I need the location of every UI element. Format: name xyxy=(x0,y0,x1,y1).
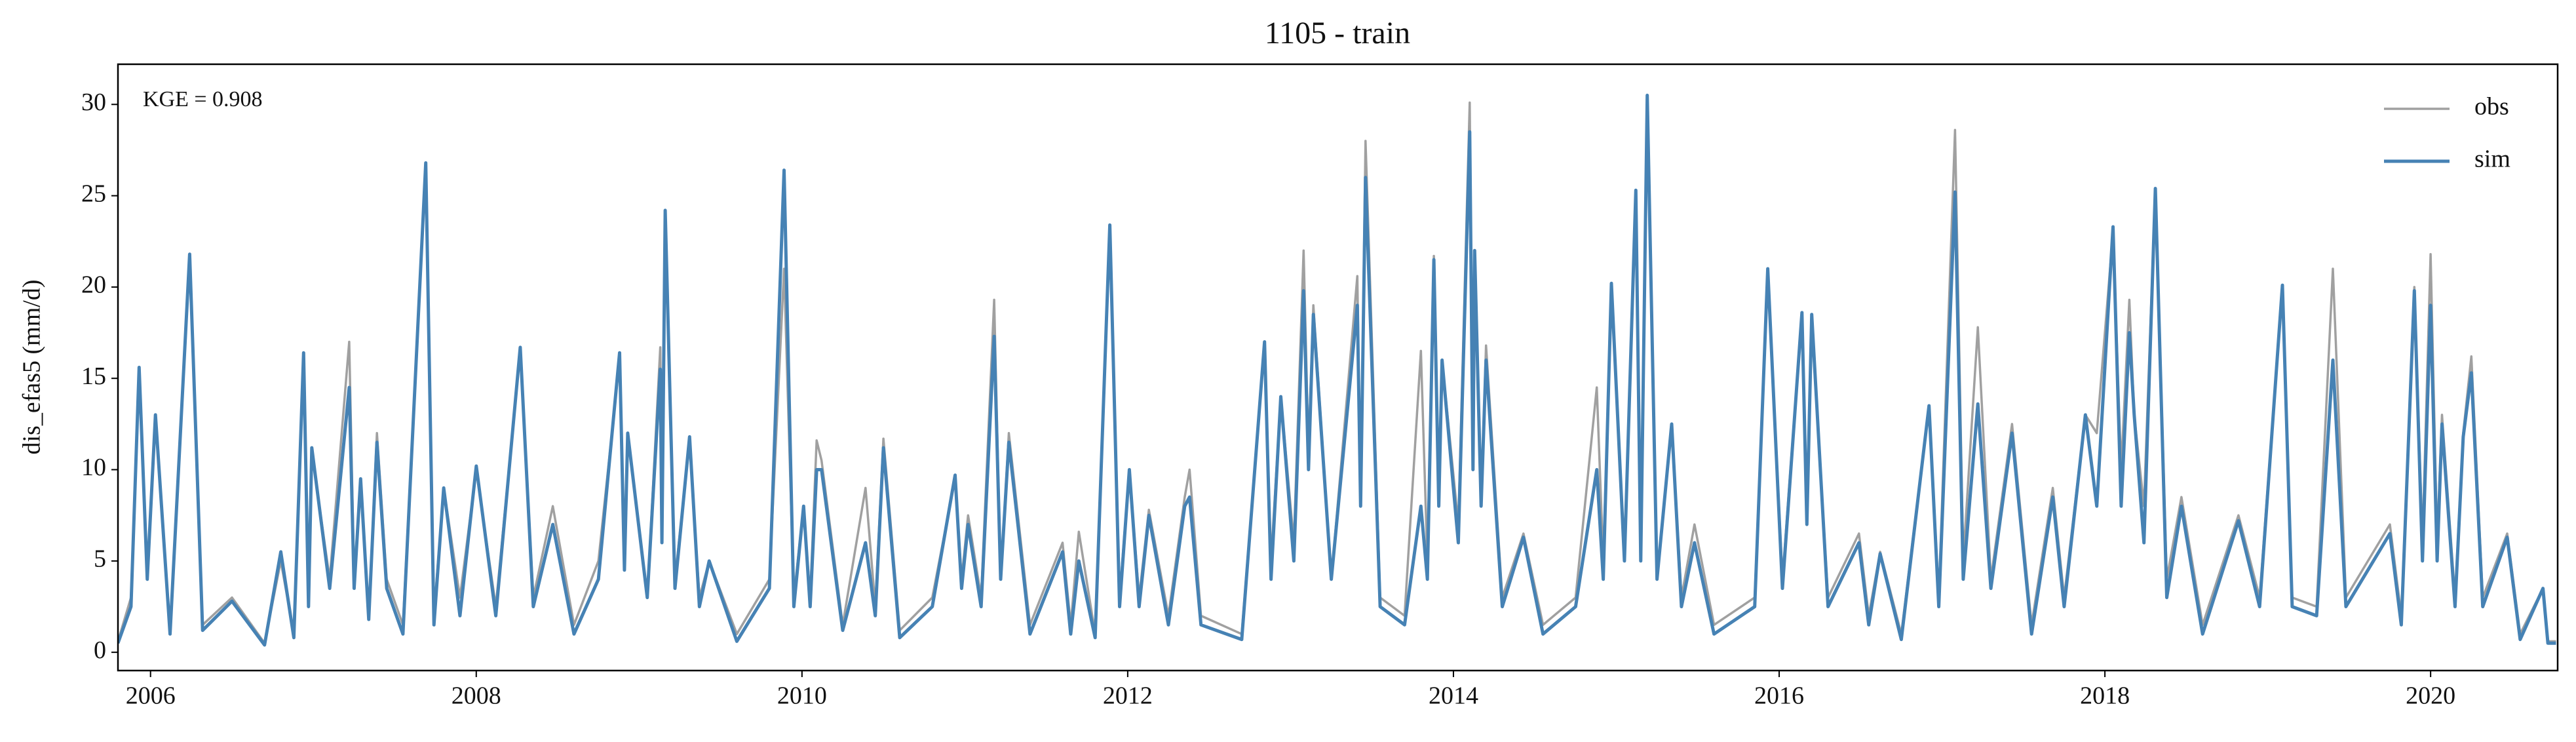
x-tick-label: 2012 xyxy=(1103,682,1153,710)
y-tick-label: 0 xyxy=(94,636,106,664)
annotation: KGE = 0.908 xyxy=(143,87,263,111)
series-line xyxy=(118,93,2556,647)
y-tick-label: 10 xyxy=(81,454,106,481)
x-tick-label: 2020 xyxy=(2406,682,2455,710)
chart-title: 1105 - train xyxy=(1265,16,1410,50)
plot-frame xyxy=(117,63,2559,672)
x-tick-label: 2006 xyxy=(126,682,176,710)
x-tick-label: 2010 xyxy=(777,682,827,710)
x-tick-label: 2014 xyxy=(1429,682,1478,710)
y-tick-label: 20 xyxy=(81,271,106,299)
x-tick-label: 2016 xyxy=(1754,682,1804,710)
legend-label: sim xyxy=(2474,146,2510,173)
y-tick-label: 5 xyxy=(94,545,106,573)
y-tick-label: 25 xyxy=(81,180,106,207)
x-tick-label: 2018 xyxy=(2080,682,2130,710)
legend-label: obs xyxy=(2474,93,2509,121)
y-axis-label: dis_efas5 (mm/d) xyxy=(18,279,46,454)
y-tick-label: 15 xyxy=(81,362,106,390)
y-tick-label: 30 xyxy=(81,88,106,116)
x-tick-label: 2008 xyxy=(452,682,501,710)
